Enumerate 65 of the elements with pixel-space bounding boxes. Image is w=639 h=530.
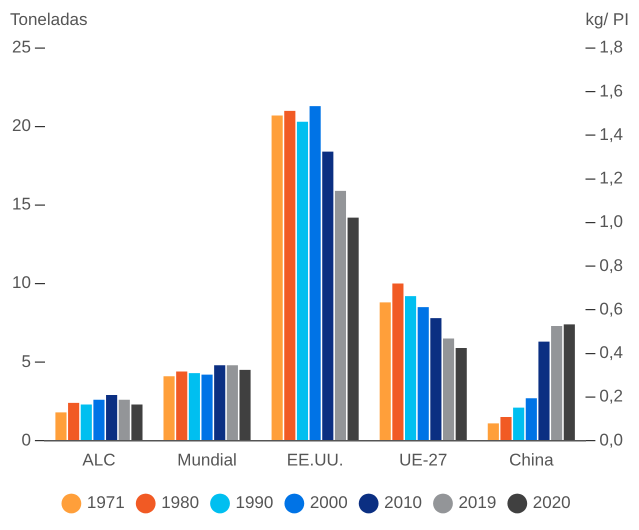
bar — [442, 338, 454, 440]
y2-tick-label: 0,6 — [599, 299, 624, 318]
bar — [55, 412, 67, 440]
y-tick-label: 5 — [21, 352, 31, 371]
bar — [239, 370, 251, 440]
bar — [226, 365, 238, 440]
bar — [322, 152, 334, 440]
x-tick-label: UE-27 — [399, 450, 448, 470]
bar — [334, 190, 346, 440]
bar — [513, 408, 524, 440]
legend-label: 2019 — [458, 493, 496, 512]
bar — [538, 342, 550, 440]
bar — [68, 402, 80, 440]
y2-tick-label: 1,2 — [599, 168, 624, 188]
y2-tick-label: 0,2 — [599, 386, 624, 406]
bar — [526, 398, 537, 440]
y2-tick-label: 1,0 — [599, 212, 624, 232]
legend-label: 2000 — [310, 493, 348, 512]
bar — [176, 372, 188, 440]
bar — [348, 218, 359, 440]
x-tick-label: ALC — [82, 450, 116, 470]
bar — [106, 395, 118, 440]
y-tick-label: 25 — [12, 38, 31, 57]
y2-tick-label: 1,8 — [599, 38, 624, 57]
y2-tick-label: 0,4 — [599, 343, 624, 362]
bar — [418, 307, 429, 440]
bar — [201, 374, 213, 440]
y-tick-label: 10 — [12, 273, 31, 292]
y2-tick-label: 0,8 — [599, 256, 624, 275]
legend-label: 2010 — [384, 493, 422, 512]
x-tick-label: Mundial — [177, 450, 237, 470]
legend-label: 1971 — [86, 493, 125, 512]
bar — [284, 110, 296, 440]
bar — [188, 373, 200, 440]
bar — [430, 318, 442, 440]
y-tick-label: 0 — [21, 430, 31, 450]
x-tick-label: China — [509, 450, 554, 470]
bar — [80, 404, 92, 440]
bar — [93, 400, 105, 440]
bar — [456, 348, 467, 440]
legend-label: 2020 — [532, 493, 571, 512]
x-tick-label: EE.UU. — [286, 450, 344, 470]
y2-tick-label: 0,0 — [599, 430, 624, 450]
bar — [118, 400, 130, 440]
bar — [310, 106, 321, 440]
y-tick-label: 15 — [12, 194, 31, 214]
y-tick-label: 20 — [12, 116, 31, 136]
bar — [551, 326, 562, 440]
bar — [392, 284, 404, 440]
bar — [564, 324, 575, 440]
legend-label: 1990 — [236, 493, 274, 512]
bar — [404, 296, 416, 440]
bar — [131, 404, 143, 440]
y2-tick-label: 1,4 — [599, 124, 624, 144]
bar — [380, 302, 391, 440]
legend-label: 1980 — [161, 493, 200, 512]
bar — [163, 376, 175, 440]
bar — [214, 365, 226, 440]
bar — [488, 423, 499, 440]
bar — [296, 122, 308, 440]
bar — [500, 417, 512, 440]
y2-tick-label: 1,6 — [599, 81, 624, 100]
bar — [272, 116, 283, 440]
y2-axis-title: kg/ PI — [586, 10, 629, 30]
y-axis-title: Toneladas — [10, 10, 88, 30]
